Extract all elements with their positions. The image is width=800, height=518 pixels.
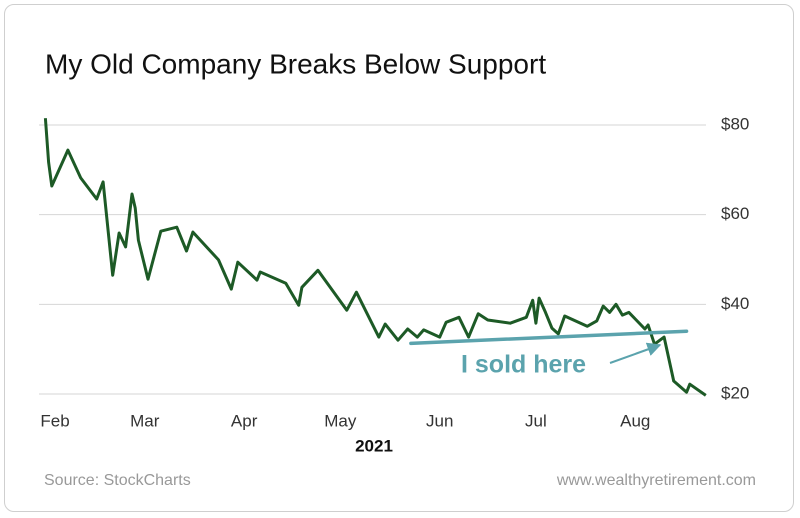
x-tick-label: Jun: [426, 411, 453, 430]
x-tick-label: Apr: [231, 411, 258, 430]
website: www.wealthyretirement.com: [556, 472, 756, 489]
card: [4, 4, 794, 512]
y-tick-label: $60: [721, 204, 749, 223]
annotation: I sold here: [461, 351, 586, 379]
x-axis-label: 2021: [355, 436, 393, 455]
price-line: [43, 118, 707, 397]
y-tick-label: $20: [721, 384, 749, 403]
x-tick-label: Aug: [620, 411, 650, 430]
chart-title: My Old Company Breaks Below Support: [45, 48, 546, 79]
y-tick-label: $80: [721, 114, 749, 133]
source: Source: StockCharts: [44, 472, 191, 489]
x-tick-label: May: [324, 411, 357, 430]
plot: $20 $40 $60 $80 Feb Mar Apr May Jun Jul Aug I sold …: [39, 114, 749, 430]
x-tick-label: Mar: [130, 411, 160, 430]
x-tick-label: Jul: [525, 411, 547, 430]
y-tick-label: $40: [721, 294, 749, 313]
x-tick-label: Feb: [40, 411, 69, 430]
annotation-arrow: [609, 342, 662, 364]
support-line: [409, 329, 689, 346]
